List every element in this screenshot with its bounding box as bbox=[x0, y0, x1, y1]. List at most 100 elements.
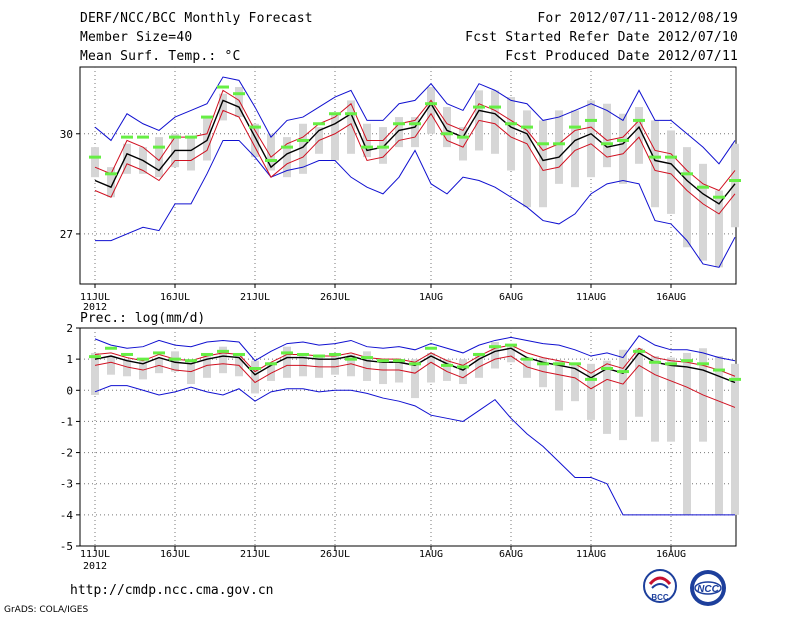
panel-1: 11JUL 16JUL 21JUL 26JUL 1AUG 6AUG 11AUG 16AUG 20… bbox=[60, 66, 741, 313]
forecast-start-date: Fcst Started Refer Date 2012/07/10 bbox=[465, 30, 738, 45]
range-box bbox=[651, 120, 659, 208]
y-tick-label: 1 bbox=[66, 353, 73, 366]
min-line bbox=[95, 139, 736, 268]
range-box bbox=[603, 360, 611, 434]
range-box bbox=[347, 100, 355, 154]
range-box bbox=[667, 357, 675, 442]
range-box bbox=[715, 190, 723, 268]
range-box bbox=[395, 117, 403, 148]
range-box bbox=[619, 113, 627, 184]
range-box bbox=[651, 356, 659, 442]
range-box bbox=[571, 110, 579, 188]
range-box bbox=[715, 356, 723, 515]
range-box bbox=[299, 123, 307, 174]
spread-high-line bbox=[94, 89, 736, 192]
range-box bbox=[251, 123, 259, 158]
range-box bbox=[171, 351, 179, 372]
range-box bbox=[731, 363, 739, 515]
x-tick-label: 1AUG bbox=[419, 549, 443, 560]
range-box bbox=[123, 143, 131, 174]
range-box bbox=[219, 346, 227, 374]
max-line bbox=[94, 76, 736, 165]
x-tick-label: 11JUL bbox=[80, 292, 110, 303]
variable-label: Mean Surf. Temp.: °C bbox=[80, 49, 241, 64]
range-box bbox=[235, 356, 243, 377]
x-tick-label: 1AUG bbox=[419, 292, 443, 303]
x-tick-label: 11AUG bbox=[576, 549, 606, 560]
range-box bbox=[283, 137, 291, 178]
range-box bbox=[507, 97, 515, 171]
range-box bbox=[331, 113, 339, 161]
range-box bbox=[91, 352, 99, 395]
plot-frame bbox=[79, 66, 737, 285]
x-tick-label: 26JUL bbox=[320, 549, 350, 560]
y-tick-label: -1 bbox=[60, 415, 73, 428]
range-box bbox=[683, 147, 691, 248]
range-box bbox=[107, 167, 115, 198]
mean-line bbox=[94, 99, 736, 205]
y-tick-label: -5 bbox=[60, 540, 73, 553]
range-box bbox=[187, 360, 195, 385]
y-tick-label: 30 bbox=[60, 128, 73, 141]
range-box bbox=[315, 354, 323, 378]
range-box bbox=[475, 352, 483, 378]
x-tick-label: 26JUL bbox=[320, 292, 350, 303]
range-box bbox=[603, 103, 611, 168]
range-box bbox=[251, 360, 259, 394]
range-box bbox=[523, 110, 531, 208]
panel-2: 11JUL 16JUL 21JUL 26JUL 1AUG 6AUG 11AUG 16AUG20… bbox=[60, 322, 741, 572]
chart-title: DERF/NCC/BCC Monthly Forecast bbox=[80, 11, 313, 26]
range-box bbox=[459, 359, 467, 385]
website-url[interactable]: http://cmdp.ncc.cma.gov.cn bbox=[70, 583, 274, 598]
member-size-label: Member Size=40 bbox=[80, 30, 193, 45]
range-box bbox=[539, 357, 547, 388]
range-box bbox=[107, 356, 115, 375]
x-tick-label: 16AUG bbox=[656, 549, 686, 560]
x-tick-label: 6AUG bbox=[499, 549, 523, 560]
y-tick-label: 0 bbox=[66, 384, 73, 397]
range-box bbox=[587, 363, 595, 420]
bcc-logo-text: BCC bbox=[651, 593, 669, 602]
range-box bbox=[731, 143, 739, 228]
min-line bbox=[94, 385, 735, 516]
spread-low-line bbox=[94, 355, 736, 408]
range-box bbox=[91, 147, 99, 178]
range-box bbox=[235, 87, 243, 118]
range-box bbox=[539, 120, 547, 208]
range-box bbox=[507, 345, 515, 363]
bcc-logo: BCC bbox=[643, 569, 677, 603]
y-tick-label: -2 bbox=[60, 447, 73, 460]
range-box bbox=[363, 351, 371, 381]
range-box bbox=[411, 117, 419, 148]
range-box bbox=[395, 362, 403, 383]
spread-low-line bbox=[94, 109, 736, 215]
x-tick-label: 16AUG bbox=[656, 292, 686, 303]
range-box bbox=[635, 107, 643, 164]
range-box bbox=[459, 127, 467, 161]
range-box bbox=[667, 130, 675, 214]
range-box bbox=[411, 359, 419, 399]
y-tick-label: 27 bbox=[60, 228, 73, 241]
range-box bbox=[427, 87, 435, 134]
range-box bbox=[331, 356, 339, 375]
range-box bbox=[347, 354, 355, 377]
x-tick-label: 21JUL bbox=[240, 549, 270, 560]
panel-title-precip: Prec.: log(mm/d) bbox=[80, 311, 205, 326]
range-box bbox=[267, 133, 275, 171]
range-box bbox=[379, 359, 387, 385]
range-box bbox=[155, 137, 163, 178]
range-box bbox=[571, 363, 579, 402]
range-box bbox=[555, 110, 563, 184]
agency-logos: BCC NCC bbox=[643, 569, 726, 606]
forecast-produced-date: Fcst Produced Date 2012/07/11 bbox=[505, 49, 738, 64]
range-box bbox=[267, 362, 275, 381]
range-box bbox=[123, 359, 131, 377]
range-box bbox=[219, 93, 227, 121]
x-tick-label: 16JUL bbox=[160, 292, 190, 303]
x-tick-sublabel: 2012 bbox=[83, 302, 107, 313]
range-box bbox=[443, 359, 451, 381]
x-tick-label: 6AUG bbox=[499, 292, 523, 303]
ncc-logo-text: NCC bbox=[697, 584, 719, 595]
spread-high-line bbox=[94, 344, 736, 377]
